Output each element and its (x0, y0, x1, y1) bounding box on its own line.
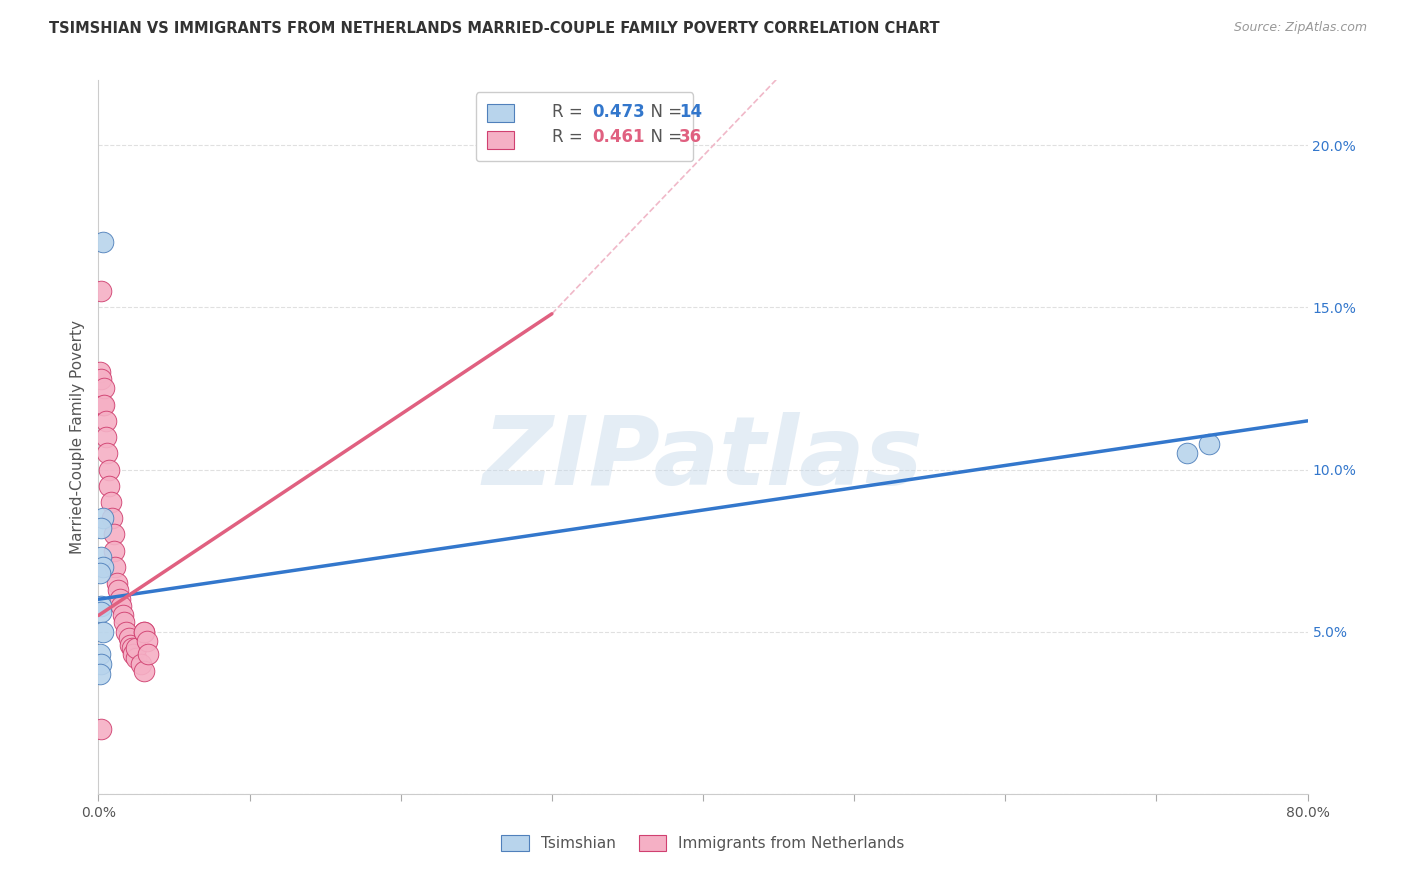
Point (91, 559, 114, 574)
Text: ZIPatlas: ZIPatlas (482, 412, 924, 505)
Point (93, 381, 115, 395)
Point (132, 624, 155, 639)
Y-axis label: Married-Couple Family Poverty: Married-Couple Family Poverty (70, 320, 86, 554)
Point (94, 414, 117, 428)
Point (135, 634, 157, 648)
Point (90, 521, 112, 535)
Point (120, 638, 142, 652)
Point (90, 372, 112, 386)
Text: TSIMSHIAN VS IMMIGRANTS FROM NETHERLANDS MARRIED-COUPLE FAMILY POVERTY CORRELATI: TSIMSHIAN VS IMMIGRANTS FROM NETHERLANDS… (49, 21, 939, 36)
Point (129, 657, 152, 672)
Point (94, 430, 117, 444)
Point (101, 511, 124, 525)
Point (118, 631, 141, 645)
Point (122, 648, 145, 662)
Point (136, 648, 159, 662)
Point (89, 648, 111, 662)
Point (121, 640, 143, 655)
Point (105, 576, 128, 591)
Text: 0.461: 0.461 (592, 128, 644, 146)
Point (90, 657, 112, 672)
Point (107, 582, 129, 597)
Point (112, 615, 135, 629)
Point (125, 650, 148, 665)
Point (132, 624, 155, 639)
Point (96, 446, 118, 460)
Text: R =: R = (551, 128, 588, 146)
Point (110, 599, 132, 613)
Text: Source: ZipAtlas.com: Source: ZipAtlas.com (1233, 21, 1367, 34)
Point (98, 462, 121, 476)
Point (93, 398, 115, 412)
Text: R =: R = (551, 103, 588, 121)
Point (103, 527, 125, 541)
Point (104, 559, 127, 574)
Point (98, 479, 121, 493)
Point (90, 550, 112, 565)
Point (132, 664, 155, 678)
Point (91, 398, 114, 412)
Point (103, 543, 125, 558)
Point (91, 624, 114, 639)
Text: 0.473: 0.473 (592, 103, 644, 121)
Text: N =: N = (640, 128, 688, 146)
Point (100, 495, 122, 509)
Text: 14: 14 (679, 103, 702, 121)
Point (91, 511, 114, 525)
Point (90, 599, 112, 613)
Text: 36: 36 (679, 128, 702, 146)
Point (90, 605, 112, 619)
Point (114, 624, 136, 639)
Point (1175, 446, 1198, 460)
Text: N =: N = (640, 103, 688, 121)
Point (90, 722, 112, 736)
Point (89, 365, 111, 379)
Point (89, 566, 111, 581)
Point (1198, 436, 1220, 450)
Point (90, 284, 112, 298)
Point (108, 592, 131, 607)
Point (111, 608, 134, 623)
Legend: Tsimshian, Immigrants from Netherlands: Tsimshian, Immigrants from Netherlands (495, 829, 911, 857)
Point (89, 666, 111, 681)
Point (91, 235, 114, 250)
Point (125, 640, 148, 655)
